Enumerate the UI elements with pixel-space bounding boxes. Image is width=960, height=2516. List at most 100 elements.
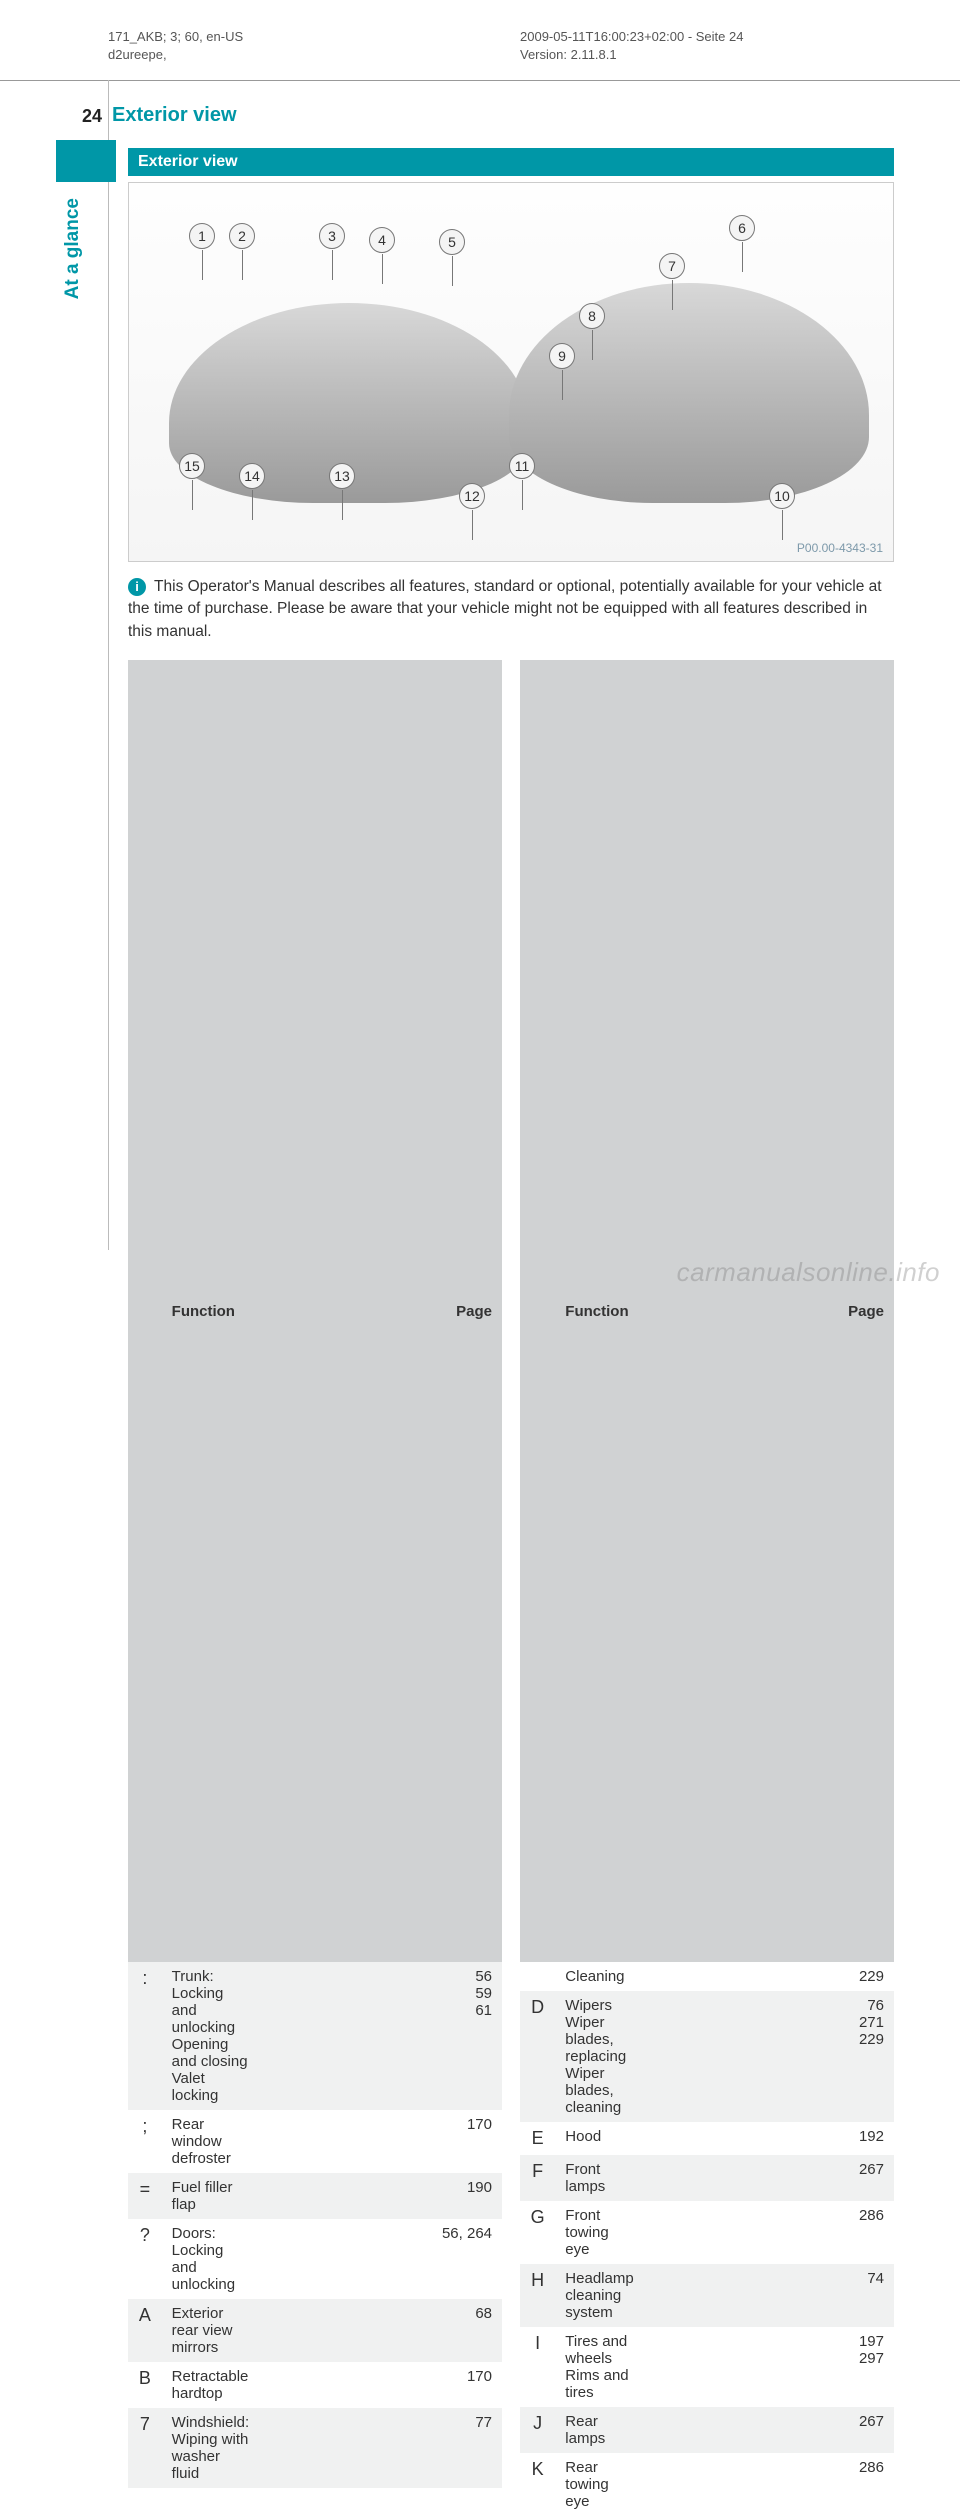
row-function-line: Tires and wheels xyxy=(565,2333,633,2367)
top-rule xyxy=(0,80,960,81)
row-page: 76271229 xyxy=(644,1991,894,2122)
row-page: 170 xyxy=(259,2362,502,2408)
tab-block xyxy=(56,140,116,182)
row-function: Rear lamps xyxy=(555,2407,643,2453)
th-page-left: Page xyxy=(259,660,502,1962)
row-function: Retractable hardtop xyxy=(162,2362,260,2408)
row-page-line: 170 xyxy=(269,2368,492,2385)
row-function: Front towing eye xyxy=(555,2201,643,2264)
row-function: Rear window defroster xyxy=(162,2110,260,2173)
row-function: Exterior rear view mirrors xyxy=(162,2299,260,2362)
row-page-line: 267 xyxy=(654,2413,884,2430)
row-function: Headlamp cleaning system xyxy=(555,2264,643,2327)
table-row: Cleaning 229 xyxy=(520,1962,894,1991)
info-icon: i xyxy=(128,578,146,596)
left-rule xyxy=(108,80,109,1250)
row-page-line: 297 xyxy=(654,2350,884,2367)
row-symbol: I xyxy=(520,2327,555,2407)
page-title: Exterior view xyxy=(112,104,237,127)
row-function-line: Locking and unlocking xyxy=(172,1985,250,2036)
row-function: Fuel filler flap xyxy=(162,2173,260,2219)
info-text: This Operator's Manual describes all fea… xyxy=(128,578,882,640)
row-page: 229 xyxy=(644,1962,894,1991)
row-symbol: F xyxy=(520,2155,555,2201)
row-symbol: D xyxy=(520,1991,555,2122)
callout-1: 1 xyxy=(189,223,215,249)
th-function-left: Function xyxy=(162,660,260,1962)
row-page-line: 229 xyxy=(654,1968,884,1985)
callout-10: 10 xyxy=(769,483,795,509)
row-function-line: Exterior rear view mirrors xyxy=(172,2305,250,2356)
row-function-line: Opening and closing xyxy=(172,2036,250,2070)
th-function-right: Function xyxy=(555,660,643,1962)
section-title: Exterior view xyxy=(128,148,894,176)
row-function: Rear towing eye xyxy=(555,2453,643,2516)
row-function-line: Hood xyxy=(565,2128,633,2145)
row-page: 286 xyxy=(644,2201,894,2264)
car-front-illustration xyxy=(509,283,869,503)
callout-8: 8 xyxy=(579,303,605,329)
meta-left-line1: 171_AKB; 3; 60, en-US xyxy=(108,29,243,44)
row-function: Doors:Locking and unlocking xyxy=(162,2219,260,2299)
row-function-line: Rear window defroster xyxy=(172,2116,250,2167)
row-page-line: 190 xyxy=(269,2179,492,2196)
row-symbol: ? xyxy=(128,2219,162,2299)
row-function-line: Fuel filler flap xyxy=(172,2179,250,2213)
row-page: 190 xyxy=(259,2173,502,2219)
table-row: KRear towing eye286 xyxy=(520,2453,894,2516)
row-function: Trunk:Locking and unlockingOpening and c… xyxy=(162,1962,260,2110)
row-page-line: 192 xyxy=(654,2128,884,2145)
callout-11: 11 xyxy=(509,453,535,479)
callout-12: 12 xyxy=(459,483,485,509)
row-function: Windshield:Wiping with washer fluid xyxy=(162,2408,260,2488)
row-symbol: A xyxy=(128,2299,162,2362)
row-function-line: Wiper blades, cleaning xyxy=(565,2065,633,2116)
th-blank-r xyxy=(520,660,555,1962)
row-page-line: 61 xyxy=(269,2002,492,2019)
row-page-line: 286 xyxy=(654,2459,884,2476)
watermark: carmanualsonline.info xyxy=(677,1257,940,1288)
row-function: Cleaning xyxy=(555,1962,643,1991)
row-page-line: 170 xyxy=(269,2116,492,2133)
table-row: FFront lamps267 xyxy=(520,2155,894,2201)
callout-5: 5 xyxy=(439,229,465,255)
row-page: 192 xyxy=(644,2122,894,2155)
row-function-line: Wiper blades, replacing xyxy=(565,2014,633,2065)
table-row: HHeadlamp cleaning system74 xyxy=(520,2264,894,2327)
row-function-line: Valet locking xyxy=(172,2070,250,2104)
row-function-line: Rims and tires xyxy=(565,2367,633,2401)
row-page: 267 xyxy=(644,2407,894,2453)
table-row: JRear lamps267 xyxy=(520,2407,894,2453)
callout-7: 7 xyxy=(659,253,685,279)
callout-15: 15 xyxy=(179,453,205,479)
table-row: ;Rear window defroster170 xyxy=(128,2110,502,2173)
info-note: i This Operator's Manual describes all f… xyxy=(128,576,894,643)
row-function: Front lamps xyxy=(555,2155,643,2201)
table-row: AExterior rear view mirrors68 xyxy=(128,2299,502,2362)
callout-9: 9 xyxy=(549,343,575,369)
row-function: WipersWiper blades, replacingWiper blade… xyxy=(555,1991,643,2122)
th-blank xyxy=(128,660,162,1962)
row-function: Hood xyxy=(555,2122,643,2155)
meta-right-line2: Version: 2.11.8.1 xyxy=(520,47,617,62)
row-symbol: H xyxy=(520,2264,555,2327)
callout-13: 13 xyxy=(329,463,355,489)
row-function: Tires and wheelsRims and tires xyxy=(555,2327,643,2407)
right-table: Function Page Cleaning229DWipersWiper bl… xyxy=(520,660,894,2516)
row-page: 286 xyxy=(644,2453,894,2516)
row-page: 56, 264 xyxy=(259,2219,502,2299)
row-page-line: 77 xyxy=(269,2414,492,2431)
function-tables: Function Page :Trunk:Locking and unlocki… xyxy=(128,660,894,2516)
row-function-line: Front towing eye xyxy=(565,2207,633,2258)
page-number: 24 xyxy=(82,106,102,127)
table-row: GFront towing eye286 xyxy=(520,2201,894,2264)
table-row: DWipersWiper blades, replacingWiper blad… xyxy=(520,1991,894,2122)
meta-left: 171_AKB; 3; 60, en-US d2ureepe, xyxy=(108,28,243,64)
row-function-line: Windshield: xyxy=(172,2414,250,2431)
row-page: 77 xyxy=(259,2408,502,2488)
row-function-line: Trunk: xyxy=(172,1968,250,1985)
left-table-col: Function Page :Trunk:Locking and unlocki… xyxy=(128,660,502,2516)
side-label: At a glance xyxy=(62,198,84,299)
row-page-line: 271 xyxy=(654,2014,884,2031)
row-page-line: 76 xyxy=(654,1997,884,2014)
